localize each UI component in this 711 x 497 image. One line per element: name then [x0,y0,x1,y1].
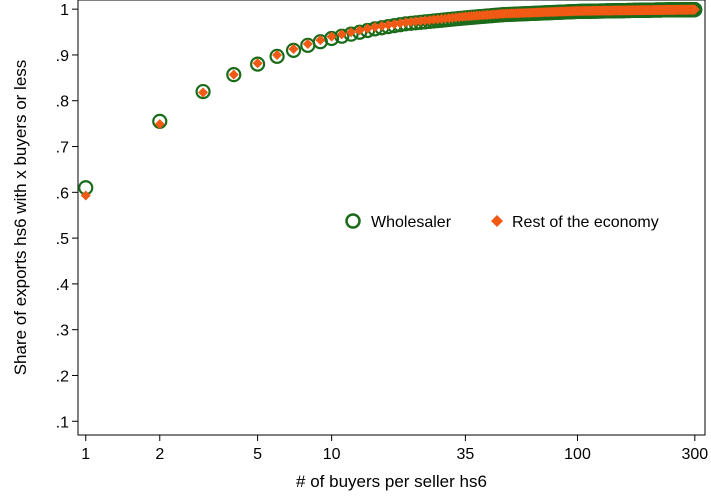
rest-of-economy-point [689,4,700,15]
y-tick-label: .3 [56,323,69,340]
rest-of-economy-point [315,35,326,46]
y-tick-label: .5 [56,231,69,248]
rest-of-economy-point [288,43,299,54]
legend-rest-label: Rest of the economy [512,214,659,231]
rest-of-economy-point [198,87,209,98]
wholesaler-point [285,42,302,58]
rest-of-economy-point [346,27,357,38]
x-axis: 1 2 5 10 35 100 300 [81,435,708,463]
x-axis-label: # of buyers per seller hs6 [296,472,487,491]
rest-of-economy-point [302,38,313,49]
y-tick-label: .8 [56,94,69,111]
y-axis: .1 .2 .3 .4 .5 .6 .7 .8 .9 1 [56,2,78,431]
wholesaler-point [269,48,285,64]
y-tick-label: .7 [56,140,69,157]
x-tick-label: 5 [253,446,262,463]
y-tick-label: .9 [56,48,69,65]
rest-of-economy-point [228,69,239,80]
y-tick-label: .2 [56,368,69,385]
rest-of-economy-point [354,25,365,36]
rest-of-economy-point [376,20,387,31]
wholesaler-point [250,56,266,72]
rest-of-economy-point [154,119,165,130]
x-tick-label: 10 [323,446,341,463]
y-tick-label: .6 [56,185,69,202]
x-tick-label: 300 [681,446,708,463]
rest-of-economy-point [362,23,373,34]
series-rest-of-economy [80,4,700,201]
wholesaler-point [195,83,211,100]
x-tick-label: 1 [81,446,90,463]
x-tick-label: 2 [155,446,164,463]
y-tick-label: .4 [56,277,69,294]
rest-of-economy-point [336,29,347,40]
legend-wholesaler-label: Wholesaler [371,214,452,231]
rest-of-economy-point [80,190,91,201]
y-tick-label: 1 [60,2,69,19]
legend-wholesaler-marker [345,213,361,229]
y-tick-label: .1 [56,414,69,431]
rest-of-economy-point [383,20,394,31]
x-tick-label: 100 [564,446,591,463]
rest-of-economy-point [369,22,380,33]
y-axis-label: Share of exports hs6 with x buyers or le… [11,60,30,376]
plot-area [77,0,706,436]
legend: Wholesaler Rest of the economy [345,213,659,231]
rest-of-economy-point [252,58,263,69]
rest-of-economy-point [272,49,283,60]
rest-of-economy-point [326,31,337,42]
x-tick-label: 35 [457,446,475,463]
legend-rest-marker [491,215,503,227]
wholesaler-point [226,67,242,83]
